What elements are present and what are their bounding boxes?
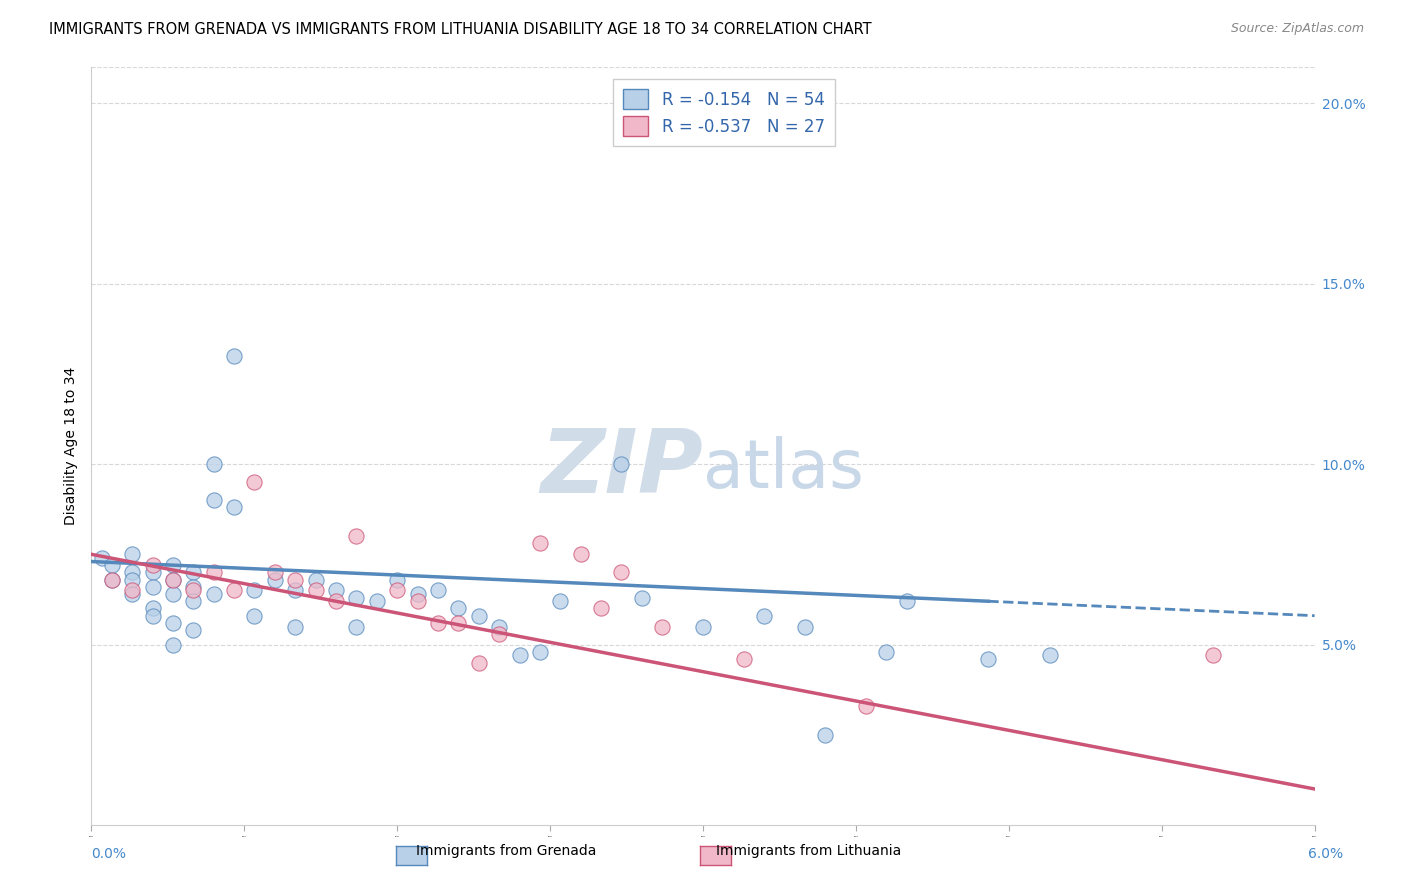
Point — [447, 601, 470, 615]
Point — [325, 583, 347, 598]
Point — [692, 619, 714, 633]
Point — [264, 566, 287, 580]
Point — [121, 587, 143, 601]
Point — [794, 619, 817, 633]
Point — [346, 529, 368, 543]
Point — [733, 652, 755, 666]
Text: 0.0%: 0.0% — [91, 847, 127, 861]
Point — [305, 583, 328, 598]
Point — [631, 591, 654, 605]
Text: atlas: atlas — [703, 436, 863, 501]
Point — [529, 536, 551, 550]
Point — [202, 566, 225, 580]
Point — [121, 573, 143, 587]
Point — [101, 558, 124, 573]
Point — [550, 594, 572, 608]
Point — [651, 619, 673, 633]
Point — [406, 594, 429, 608]
Point — [162, 638, 184, 652]
Point — [162, 573, 184, 587]
Point — [183, 623, 205, 637]
Point — [754, 608, 776, 623]
Point — [284, 573, 307, 587]
Point — [243, 608, 266, 623]
Point — [447, 615, 470, 630]
Text: Immigrants from Lithuania: Immigrants from Lithuania — [716, 844, 901, 858]
Point — [183, 583, 205, 598]
Point — [814, 728, 837, 742]
Point — [141, 580, 165, 594]
Point — [224, 349, 246, 363]
Point — [346, 591, 368, 605]
Point — [162, 587, 184, 601]
Point — [977, 652, 1000, 666]
Point — [121, 547, 143, 561]
Point — [346, 619, 368, 633]
Text: Immigrants from Grenada: Immigrants from Grenada — [416, 844, 596, 858]
Point — [162, 573, 184, 587]
Point — [896, 594, 918, 608]
Point — [243, 583, 266, 598]
Point — [243, 475, 266, 489]
Text: ZIP: ZIP — [540, 425, 703, 512]
Point — [264, 573, 287, 587]
Point — [427, 615, 450, 630]
Point — [509, 648, 531, 663]
Y-axis label: Disability Age 18 to 34: Disability Age 18 to 34 — [63, 367, 77, 525]
Point — [366, 594, 388, 608]
Point — [162, 558, 184, 573]
Point — [101, 573, 124, 587]
Point — [162, 615, 184, 630]
Point — [141, 601, 165, 615]
Point — [224, 583, 246, 598]
Point — [141, 608, 165, 623]
Point — [202, 587, 225, 601]
Point — [1202, 648, 1225, 663]
Point — [488, 619, 510, 633]
Point — [224, 500, 246, 515]
Point — [101, 573, 124, 587]
Point — [385, 583, 409, 598]
Point — [202, 493, 225, 508]
Point — [855, 698, 877, 713]
Point — [591, 601, 613, 615]
Point — [141, 566, 165, 580]
Point — [183, 594, 205, 608]
Point — [183, 580, 205, 594]
Legend: R = -0.154   N = 54, R = -0.537   N = 27: R = -0.154 N = 54, R = -0.537 N = 27 — [613, 79, 835, 146]
Point — [385, 573, 409, 587]
Point — [610, 457, 633, 471]
Point — [488, 626, 510, 640]
Point — [468, 608, 491, 623]
Point — [90, 550, 112, 565]
Point — [1039, 648, 1062, 663]
Point — [121, 583, 143, 598]
Point — [529, 645, 551, 659]
Point — [284, 583, 307, 598]
Text: Source: ZipAtlas.com: Source: ZipAtlas.com — [1230, 22, 1364, 36]
Text: IMMIGRANTS FROM GRENADA VS IMMIGRANTS FROM LITHUANIA DISABILITY AGE 18 TO 34 COR: IMMIGRANTS FROM GRENADA VS IMMIGRANTS FR… — [49, 22, 872, 37]
Point — [876, 645, 898, 659]
Point — [427, 583, 450, 598]
Text: 6.0%: 6.0% — [1308, 847, 1343, 861]
Point — [183, 566, 205, 580]
Point — [202, 457, 225, 471]
Point — [569, 547, 592, 561]
Point — [121, 566, 143, 580]
Point — [325, 594, 347, 608]
Point — [284, 619, 307, 633]
Point — [610, 566, 633, 580]
Point — [305, 573, 328, 587]
Point — [141, 558, 165, 573]
Point — [468, 656, 491, 670]
Point — [406, 587, 429, 601]
